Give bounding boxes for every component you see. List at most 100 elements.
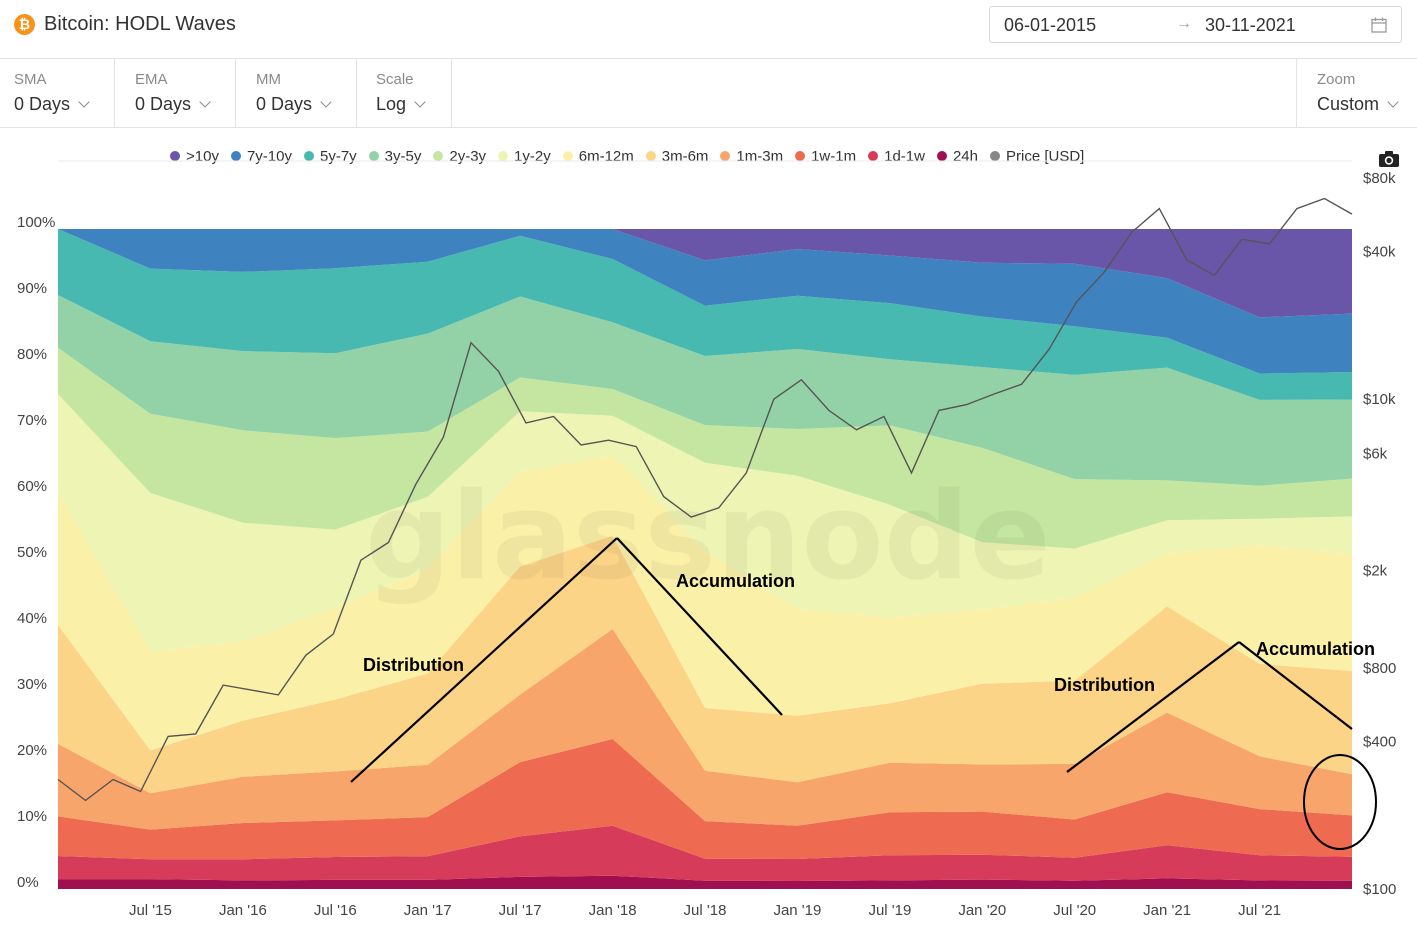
x-tick-label: Jul '17 xyxy=(499,902,542,919)
ema-select[interactable]: EMA 0 Days xyxy=(115,59,236,127)
hodl-waves-chart: glassnode 100%90%80%70%60%50%40%30%20%10… xyxy=(17,160,1396,919)
zoom-label: Zoom xyxy=(1317,71,1356,88)
y-right-tick-label: $400 xyxy=(1363,734,1396,751)
y-left-tick-label: 50% xyxy=(17,544,47,561)
price-line xyxy=(57,197,1353,802)
x-axis: Jul '15 Jan '16 Jul '16 Jan '17 Jul '17 Jan '… xyxy=(129,902,1281,919)
annotation-distribution-2: Distribution xyxy=(1054,675,1155,695)
zoom-select[interactable]: Zoom Custom xyxy=(1296,59,1417,127)
y-right-tick-label: $10k xyxy=(1363,391,1396,408)
page-title: Bitcoin: HODL Waves xyxy=(44,13,236,35)
y-left-tick-label: 70% xyxy=(17,412,47,429)
annotation-distribution-1: Distribution xyxy=(363,655,464,675)
accumulation-line-2 xyxy=(1238,641,1353,730)
x-tick-label: Jan '18 xyxy=(589,902,637,919)
scale-value: Log xyxy=(376,94,407,114)
legend-dot xyxy=(230,151,241,161)
area-7y-10y xyxy=(58,229,1352,374)
y-right-tick-label: $80k xyxy=(1363,170,1396,187)
date-end-input[interactable]: 30-11-2021 xyxy=(1205,15,1296,35)
x-tick-label: Jul '18 xyxy=(684,902,727,919)
legend-dot xyxy=(795,151,806,161)
y-axis-right: $80k $40k $10k $6k $2k $800 $400 $100 xyxy=(1363,170,1396,898)
area-1w-1m xyxy=(58,739,1352,860)
annotation-accumulation-2: Accumulation xyxy=(1256,639,1375,659)
annotations: Distribution Accumulation Distribution A… xyxy=(350,537,1377,850)
scale-label: Scale xyxy=(376,71,414,88)
sma-select[interactable]: SMA 0 Days xyxy=(0,59,115,127)
legend-dot xyxy=(433,151,444,161)
watermark: glassnode xyxy=(365,468,1051,607)
y-left-tick-label: 40% xyxy=(17,610,47,627)
date-start-input[interactable]: 06-01-2015 xyxy=(1004,15,1097,35)
distribution-line-2 xyxy=(1066,641,1240,773)
y-left-tick-label: 80% xyxy=(17,346,47,363)
x-tick-label: Jul '19 xyxy=(868,902,911,919)
highlight-circle xyxy=(1303,754,1377,850)
x-tick-label: Jul '20 xyxy=(1053,902,1096,919)
y-left-tick-label: 90% xyxy=(17,280,47,297)
date-range-picker[interactable]: 06-01-2015 → 30-11-2021 xyxy=(989,6,1402,43)
bitcoin-icon: ₿ xyxy=(14,14,35,35)
area-1m-3m xyxy=(58,629,1352,830)
mm-value: 0 Days xyxy=(256,94,313,114)
legend-dot xyxy=(868,151,879,161)
chevron-down-icon xyxy=(414,96,426,108)
chart-controls: SMA 0 Days EMA 0 Days MM 0 Days Scale Lo… xyxy=(0,59,1417,128)
ema-value: 0 Days xyxy=(135,94,192,114)
mm-label: MM xyxy=(256,71,281,88)
distribution-line-1 xyxy=(350,537,618,783)
accumulation-line-1 xyxy=(616,537,783,716)
y-right-tick-label: $6k xyxy=(1363,446,1388,463)
legend-dot xyxy=(936,151,947,161)
x-tick-label: Jul '15 xyxy=(129,902,172,919)
area-1y-2y xyxy=(58,394,1352,652)
y-left-tick-label: 60% xyxy=(17,478,47,495)
area-3y-5y xyxy=(58,295,1352,486)
x-tick-label: Jan '17 xyxy=(404,902,452,919)
ema-label: EMA xyxy=(135,71,168,88)
y-right-tick-label: $40k xyxy=(1363,244,1396,261)
y-axis-left: 100% 90% 80% 70% 60% 50% 40% 30% 20% 10% 0% xyxy=(17,214,55,891)
y-left-tick-label: 100% xyxy=(17,214,55,231)
chevron-down-icon xyxy=(78,96,90,108)
chevron-down-icon xyxy=(1387,96,1399,108)
annotation-accumulation-1: Accumulation xyxy=(676,571,795,591)
chevron-down-icon xyxy=(199,96,211,108)
area-layers xyxy=(58,229,1352,889)
y-left-tick-label: 10% xyxy=(17,808,47,825)
x-tick-label: Jan '21 xyxy=(1143,902,1191,919)
area-2y-3y xyxy=(58,347,1352,549)
y-right-tick-label: $100 xyxy=(1363,881,1396,898)
legend-dot xyxy=(170,151,180,161)
mm-select[interactable]: MM 0 Days xyxy=(236,59,357,127)
x-tick-label: Jul '16 xyxy=(314,902,357,919)
area-6m-12m xyxy=(58,455,1352,751)
area-10y xyxy=(58,229,1352,318)
legend-dot xyxy=(720,151,731,161)
y-left-tick-label: 30% xyxy=(17,676,47,693)
y-left-tick-label: 20% xyxy=(17,742,47,759)
x-tick-label: Jan '19 xyxy=(773,902,821,919)
legend-dot xyxy=(562,151,573,161)
legend-dot xyxy=(990,151,1000,161)
header-bar: ₿ Bitcoin: HODL Waves 06-01-2015 → 30-11… xyxy=(0,0,1417,59)
camera-icon[interactable] xyxy=(1378,150,1400,168)
chevron-down-icon xyxy=(320,96,332,108)
legend-dot xyxy=(303,151,314,161)
x-tick-label: Jan '16 xyxy=(219,902,267,919)
y-left-tick-label: 0% xyxy=(17,874,39,891)
zoom-value: Custom xyxy=(1317,94,1380,114)
y-right-tick-label: $800 xyxy=(1363,660,1396,677)
area-1d-1w xyxy=(58,825,1352,881)
calendar-icon[interactable] xyxy=(1371,17,1387,33)
scale-select[interactable]: Scale Log xyxy=(357,59,452,127)
x-tick-label: Jan '20 xyxy=(958,902,1006,919)
x-tick-label: Jul '21 xyxy=(1238,902,1281,919)
y-right-tick-label: $2k xyxy=(1363,562,1388,579)
area-3m-6m xyxy=(58,535,1352,794)
legend-dot xyxy=(498,151,509,161)
legend-dot xyxy=(368,151,379,161)
sma-label: SMA xyxy=(14,71,47,88)
sma-value: 0 Days xyxy=(14,94,71,114)
